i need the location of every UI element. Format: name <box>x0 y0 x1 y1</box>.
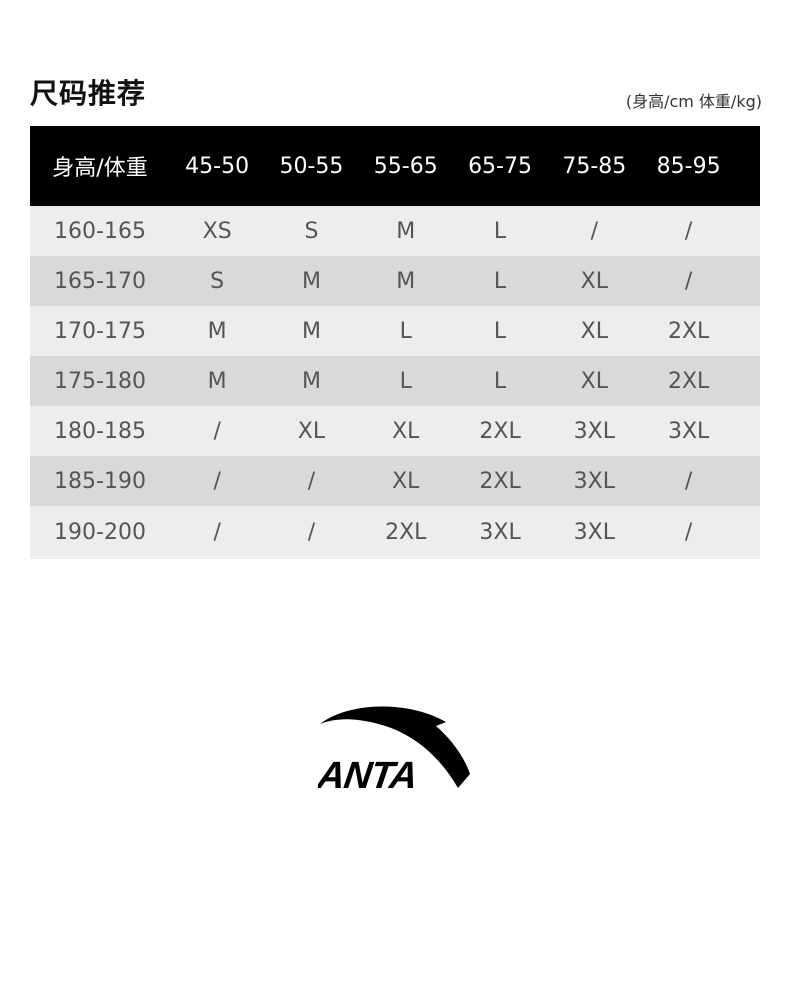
size-cell: M <box>301 318 321 344</box>
size-cell: M <box>396 268 416 294</box>
page-title: 尺码推荐 <box>30 77 147 110</box>
size-cell: M <box>396 218 416 244</box>
size-cell: / <box>684 468 693 494</box>
table-row: 170-175 M M L L XL 2XL <box>30 306 760 356</box>
table-row: 165-170 S M M L XL / <box>30 256 760 306</box>
size-cell: / <box>684 268 693 294</box>
weight-range: 85-95 <box>656 153 721 179</box>
size-cell: L <box>493 268 507 294</box>
size-cell: / <box>213 418 221 444</box>
size-cell: 2XL <box>385 520 427 545</box>
size-cell: XL <box>580 318 608 344</box>
size-cell: 3XL <box>667 418 710 444</box>
size-cell: 2XL <box>667 368 710 394</box>
height-range: 175-180 <box>54 368 146 394</box>
size-cell: S <box>304 218 319 244</box>
anta-logo: ANTA <box>314 704 474 797</box>
size-cell: / <box>590 218 599 244</box>
size-cell: / <box>684 218 693 244</box>
weight-range: 50-55 <box>279 153 344 179</box>
size-cell: / <box>213 468 221 494</box>
size-cell: XL <box>297 418 326 444</box>
size-cell: 2XL <box>667 318 710 344</box>
size-cell: M <box>207 368 227 394</box>
size-cell: XL <box>580 368 608 394</box>
svg-text:ANTA: ANTA <box>318 754 420 794</box>
size-cell: 3XL <box>573 520 615 545</box>
size-cell: L <box>493 368 507 394</box>
size-cell: L <box>493 218 507 244</box>
table-row: 185-190 / / XL 2XL 3XL / <box>30 456 760 506</box>
height-range: 190-200 <box>54 520 146 545</box>
size-cell: / <box>307 468 316 494</box>
table-row: 175-180 M M L L XL 2XL <box>30 356 760 406</box>
size-cell: / <box>307 520 316 545</box>
size-cell: / <box>684 520 693 545</box>
table-header: 身高/体重 45-50 50-55 55-65 65-75 75-85 85-95 <box>30 126 760 206</box>
size-cell: 3XL <box>479 520 521 545</box>
size-cell: / <box>213 520 221 545</box>
weight-range: 75-85 <box>562 153 627 179</box>
size-cell: XL <box>392 468 420 494</box>
height-range: 170-175 <box>54 318 146 344</box>
table-row: 180-185 / XL XL 2XL 3XL 3XL <box>30 406 760 456</box>
table-row: 160-165 XS S M L / / <box>30 206 760 256</box>
height-range: 185-190 <box>54 468 146 494</box>
weight-range: 65-75 <box>468 153 532 179</box>
size-cell: L <box>493 318 507 344</box>
size-cell: 2XL <box>479 418 521 444</box>
size-cell: M <box>207 318 227 344</box>
header-corner: 身高/体重 <box>52 156 148 181</box>
height-range: 160-165 <box>54 218 146 244</box>
size-cell: S <box>210 268 225 294</box>
size-cell: L <box>399 368 412 394</box>
size-cell: XS <box>202 218 232 244</box>
size-table: 身高/体重 45-50 50-55 55-65 65-75 75-85 85-95 160-1… <box>30 126 760 559</box>
anta-logo-icon: ANTA <box>314 706 470 797</box>
size-cell: L <box>399 318 412 344</box>
size-cell: XL <box>580 268 608 294</box>
size-cell: 3XL <box>573 468 615 494</box>
height-range: 165-170 <box>54 268 146 294</box>
size-cell: 3XL <box>573 418 615 444</box>
size-cell: 2XL <box>479 468 521 494</box>
size-cell: M <box>301 268 321 294</box>
size-cell: M <box>301 368 321 394</box>
weight-range: 45-50 <box>185 153 250 179</box>
table-row: 190-200 / / 2XL 3XL 3XL / <box>30 506 760 559</box>
height-range: 180-185 <box>54 418 146 444</box>
size-cell: XL <box>392 418 420 444</box>
weight-range: 55-65 <box>373 153 438 179</box>
units-note: (身高/cm 体重/kg) <box>625 92 762 111</box>
